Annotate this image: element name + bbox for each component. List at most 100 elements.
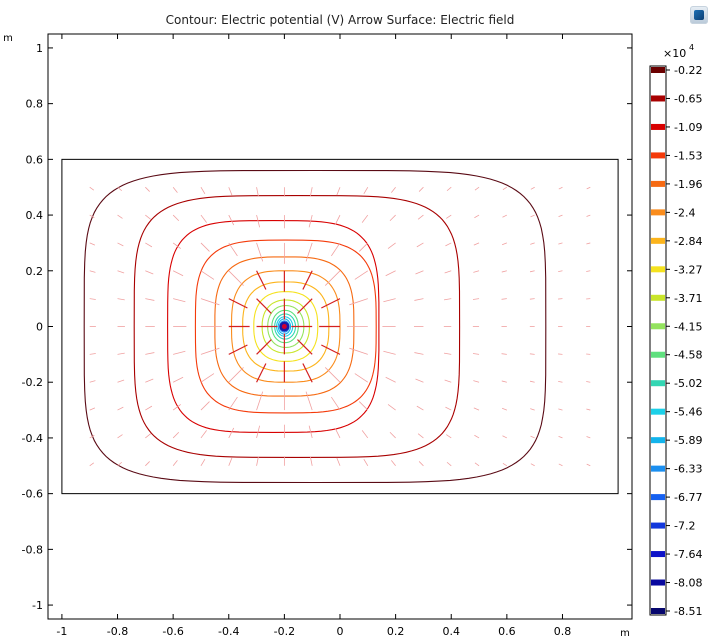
field-arrow — [172, 214, 180, 222]
colorbar-label: -8.51 — [674, 605, 702, 618]
field-arrow — [145, 298, 155, 301]
field-arrow — [89, 434, 95, 439]
field-arrow — [416, 405, 424, 411]
field-arrow — [173, 350, 186, 355]
colorbar-swatch — [651, 95, 665, 102]
field-arrow — [297, 339, 313, 355]
field-arrow — [383, 350, 396, 355]
field-arrow — [354, 270, 369, 280]
field-arrow — [529, 353, 535, 355]
field-arrow — [530, 214, 535, 218]
colorbar-label: -0.22 — [674, 64, 702, 77]
field-arrow — [200, 347, 220, 355]
field-arrow — [256, 339, 272, 355]
field-arrow — [530, 242, 535, 245]
field-arrow — [228, 270, 244, 286]
y-axis-unit: m — [3, 33, 13, 44]
field-arrow — [200, 214, 207, 223]
field-arrow — [473, 380, 480, 383]
comsol-logo-icon[interactable] — [690, 6, 708, 24]
field-arrow — [502, 462, 508, 467]
contour-line — [83, 169, 547, 484]
field-arrow — [586, 408, 591, 411]
colorbar-label: -4.15 — [674, 320, 702, 333]
field-arrow — [501, 270, 507, 273]
field-arrow — [308, 214, 313, 228]
field-arrow — [324, 270, 341, 286]
field-arrow — [474, 462, 480, 467]
field-arrow — [501, 407, 507, 411]
field-arrow — [200, 373, 215, 383]
x-tick-label: -0.8 — [107, 625, 128, 638]
field-arrow — [363, 458, 369, 466]
field-arrow — [336, 187, 341, 196]
field-arrow — [558, 214, 563, 218]
colorbar-swatch — [651, 123, 665, 130]
x-tick-label: 0.6 — [498, 625, 516, 638]
y-tick-label: 0.2 — [26, 265, 44, 278]
colorbar-swatch — [651, 294, 665, 301]
field-arrow — [297, 298, 313, 314]
field-arrow — [418, 186, 424, 192]
colorbar-swatch — [651, 180, 665, 187]
colorbar-multiplier: ×10 — [663, 47, 686, 60]
field-arrow — [145, 433, 151, 439]
colorbar-swatch — [651, 579, 665, 586]
colorbar-swatch — [651, 437, 665, 444]
field-arrow — [558, 186, 563, 190]
field-arrow — [172, 460, 178, 467]
y-tick-label: -1 — [32, 599, 43, 612]
field-arrow — [117, 242, 124, 247]
field-arrow — [417, 433, 424, 439]
field-arrow — [117, 214, 123, 219]
field-arrow — [389, 214, 396, 222]
field-arrow — [444, 379, 452, 383]
field-arrow — [256, 214, 261, 228]
field-arrow — [256, 391, 264, 411]
field-arrow — [331, 396, 341, 411]
field-arrow — [228, 214, 235, 226]
field-arrow — [414, 298, 424, 301]
field-arrow — [501, 298, 507, 300]
colorbar-swatch — [651, 152, 665, 159]
field-arrow — [417, 214, 424, 220]
x-tick-label: -1 — [56, 625, 67, 638]
colorbar-label: -5.02 — [674, 377, 702, 390]
colorbar-label: -3.71 — [674, 292, 702, 305]
field-arrow — [446, 186, 452, 192]
field-arrow — [228, 427, 235, 439]
field-arrow — [443, 352, 452, 355]
y-tick-label: 1 — [36, 42, 43, 55]
x-tick-label: 0.8 — [554, 625, 572, 638]
colorbar-swatch — [651, 380, 665, 387]
field-arrow — [89, 407, 96, 411]
field-arrow — [228, 187, 233, 196]
field-arrow — [200, 298, 220, 306]
field-arrow — [89, 186, 95, 191]
field-arrow — [445, 406, 452, 411]
field-arrow — [501, 242, 507, 246]
field-arrow — [117, 461, 123, 467]
field-arrow — [200, 458, 206, 466]
field-arrow — [529, 298, 535, 300]
field-arrow — [256, 187, 259, 197]
field-arrow — [359, 242, 369, 252]
y-tick-label: -0.6 — [22, 488, 43, 501]
field-arrow — [361, 214, 369, 223]
field-arrow — [444, 270, 452, 274]
field-arrow — [472, 353, 480, 355]
geometry-domain — [61, 158, 619, 495]
colorbar-frame — [649, 65, 667, 616]
field-arrow — [172, 376, 184, 383]
field-arrow — [359, 401, 369, 411]
colorbar-label: -2.84 — [674, 235, 702, 248]
field-arrow — [474, 214, 480, 219]
field-arrow — [145, 270, 154, 275]
field-arrow — [387, 404, 396, 411]
field-arrow — [391, 186, 396, 193]
field-arrow — [89, 462, 95, 467]
field-arrow — [473, 242, 480, 246]
colorbar-swatch — [651, 237, 665, 244]
field-arrow — [200, 270, 215, 280]
field-arrow — [558, 380, 563, 383]
